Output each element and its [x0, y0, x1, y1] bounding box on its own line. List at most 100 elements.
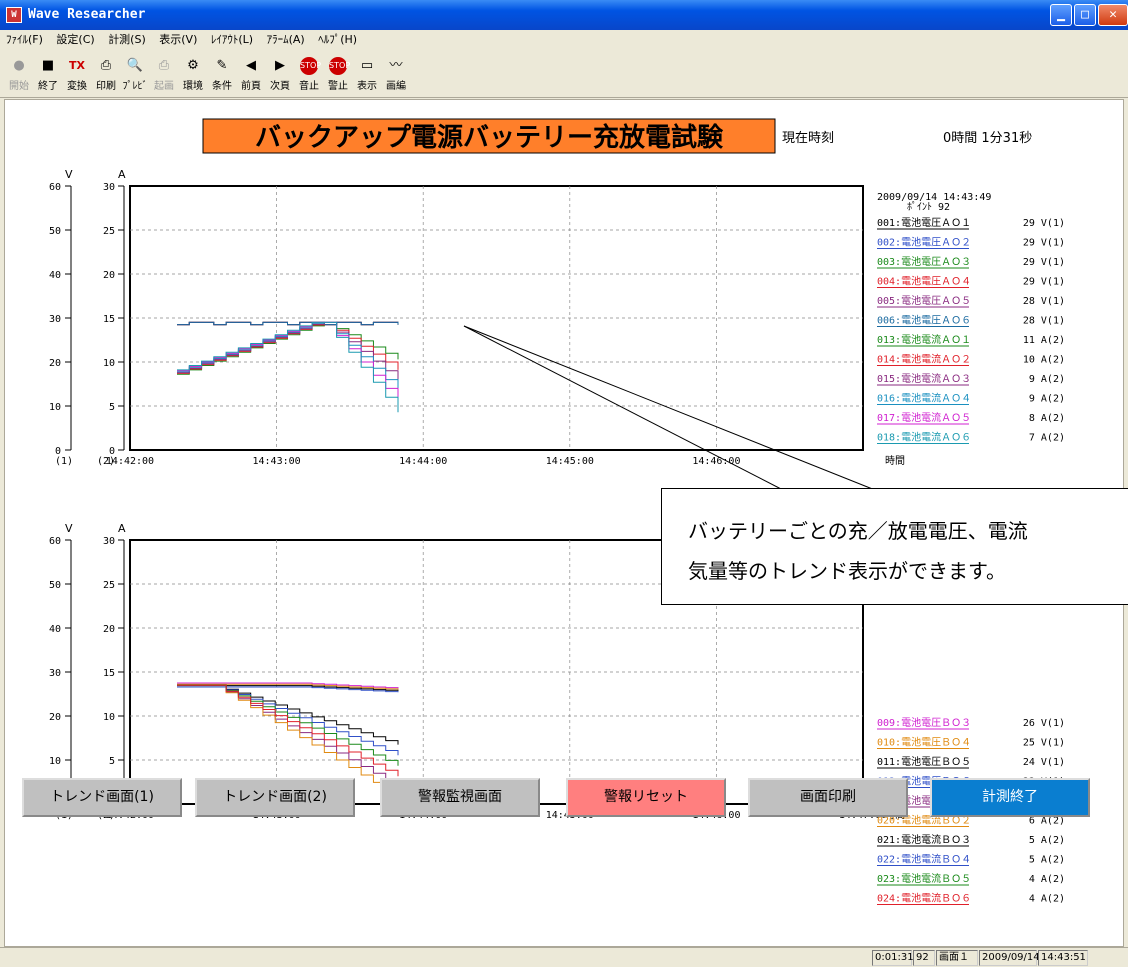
toolbar-label: 開始	[9, 81, 29, 92]
toolbar-button-screen-edit[interactable]: 〰画編	[383, 55, 409, 95]
conditions-icon: ✎	[216, 58, 228, 73]
series-trace	[177, 684, 399, 745]
minimize-button[interactable]: ▁	[1050, 4, 1072, 26]
series-trace	[177, 684, 399, 777]
toolbar-label: 変換	[67, 81, 87, 92]
y-tick-left: 40	[49, 270, 61, 281]
menu-view[interactable]: 表示(V)	[159, 33, 198, 46]
toolbar-button-prev-page[interactable]: ◀ 前頁	[238, 55, 264, 95]
legend-value: 4 A(2)	[1029, 894, 1065, 905]
y-tick-left: 20	[49, 712, 61, 723]
legend-entry: 021:電池電流ＢＯ３	[877, 833, 971, 846]
legend-value: 26 V(1)	[1023, 718, 1065, 729]
button-2[interactable]: トレンド画面(2)	[195, 778, 355, 817]
y-tick-right: 10	[103, 712, 115, 723]
legend-value: 7 A(2)	[1029, 433, 1065, 444]
y-tick-right: 0	[109, 446, 115, 457]
y-tick-right: 25	[103, 226, 115, 237]
toolbar-label: 条件	[212, 81, 232, 92]
menu-measure[interactable]: 計測(S)	[108, 33, 146, 46]
axis-id-right: (2)	[97, 456, 115, 467]
y-tick-left: 20	[49, 358, 61, 369]
legend-entry: 005:電池電圧ＡＯ５	[877, 294, 971, 307]
toolbar-label: 次頁	[270, 81, 290, 92]
legend-value: 6 A(2)	[1029, 816, 1065, 827]
menu-layout[interactable]: ﾚｲｱｳﾄ(L)	[210, 33, 254, 46]
button-6[interactable]: 計測終了	[930, 778, 1090, 817]
legend-value: 9 A(2)	[1029, 374, 1065, 385]
y-tick-right: 5	[109, 402, 115, 413]
series-trace	[177, 684, 399, 756]
y-unit-right: A	[118, 522, 126, 535]
toolbar-button-preview[interactable]: 🔍 ﾌﾟﾚﾋﾞ	[122, 55, 148, 95]
toolbar-button-stop-sound[interactable]: STOP 音止	[296, 55, 322, 95]
stop-square-icon: ■	[41, 58, 55, 73]
button-5[interactable]: 画面印刷	[748, 778, 908, 817]
toolbar-button-display[interactable]: ▭ 表示	[354, 55, 380, 95]
callout-line-2: 気量等のトレンド表示ができます。	[688, 559, 1006, 583]
menu-bar: ﾌｧｲﾙ(F) 設定(C) 計測(S) 表示(V) ﾚｲｱｳﾄ(L) ｱﾗｰﾑ(…	[0, 30, 1128, 50]
toolbar-button-conditions[interactable]: ✎ 条件	[209, 55, 235, 95]
legend-entry: 018:電池電流ＡＯ６	[877, 431, 971, 444]
menu-file[interactable]: ﾌｧｲﾙ(F)	[6, 33, 43, 46]
tx-icon: TX	[69, 59, 85, 72]
x-tick-label: 14:43:00	[253, 456, 301, 467]
legend-value: 29 V(1)	[1023, 238, 1065, 249]
stop-sound-icon: STOP	[300, 57, 321, 75]
legend-entry: 017:電池電流ＡＯ５	[877, 411, 971, 424]
toolbar-label: 画編	[386, 81, 406, 92]
stop-alarm-icon: STOP	[329, 57, 350, 75]
print-disabled-icon: ⎙	[158, 58, 170, 73]
series-trace	[177, 684, 399, 766]
legend-entry: 015:電池電流ＡＯ３	[877, 372, 971, 385]
toolbar-button-printer[interactable]: ⎙ 印刷	[93, 55, 119, 95]
axis-id-left: (1)	[55, 456, 73, 467]
button-4[interactable]: 警報リセット	[566, 778, 726, 817]
button-3[interactable]: 警報監視画面	[380, 778, 540, 817]
legend-value: 29 V(1)	[1023, 218, 1065, 229]
legend-value: 24 V(1)	[1023, 757, 1065, 768]
toolbar-button-tx[interactable]: TX 変換	[64, 55, 90, 95]
legend-entry: 009:電池電圧ＢＯ３	[877, 716, 971, 729]
legend-value: 28 V(1)	[1023, 296, 1065, 307]
legend-value: 5 A(2)	[1029, 855, 1065, 866]
toolbar-button-environment[interactable]: ⚙ 環境	[180, 55, 206, 95]
title-bar: W Wave Researcher ▁ □ ✕	[0, 0, 1128, 30]
legend-point: ﾎﾟｲﾝﾄ 92	[907, 201, 950, 213]
toolbar-button-print-disabled[interactable]: ⎙ 起画	[151, 55, 177, 95]
printer-icon: ⎙	[100, 58, 112, 73]
toolbar-button-record[interactable]: ● 開始	[6, 55, 32, 95]
y-unit-left: V	[65, 522, 73, 535]
legend-entry: 004:電池電圧ＡＯ４	[877, 275, 971, 288]
series-trace	[177, 684, 399, 787]
status-bar: 0:01:31 92 画面１ 2009/09/14 14:43:51	[0, 947, 1128, 967]
toolbar-button-next-page[interactable]: ▶ 次頁	[267, 55, 293, 95]
y-tick-right: 20	[103, 624, 115, 635]
y-tick-left: 30	[49, 314, 61, 325]
status-time: 14:43:51	[1038, 950, 1088, 966]
toolbar-button-stop-square[interactable]: ■ 終了	[35, 55, 61, 95]
close-button[interactable]: ✕	[1098, 4, 1128, 26]
legend-value: 29 V(1)	[1023, 277, 1065, 288]
y-tick-left: 50	[49, 226, 61, 237]
toolbar-label: ﾌﾟﾚﾋﾞ	[122, 81, 148, 92]
current-time-label: 現在時刻	[782, 131, 834, 146]
y-tick-left: 10	[49, 756, 61, 767]
toolbar-label: 環境	[183, 81, 203, 92]
series-trace	[177, 682, 399, 689]
legend-entry: 002:電池電圧ＡＯ２	[877, 236, 971, 249]
legend-entry: 011:電池電圧ＢＯ５	[877, 755, 971, 768]
screen-edit-icon: 〰	[389, 58, 403, 73]
toolbar-label: 起画	[154, 81, 174, 92]
legend-timestamp: 2009/09/14 14:43:49	[877, 192, 991, 203]
y-unit-right: A	[118, 168, 126, 181]
menu-alarm[interactable]: ｱﾗｰﾑ(A)	[266, 33, 305, 46]
menu-settings[interactable]: 設定(C)	[56, 33, 95, 46]
menu-help[interactable]: ﾍﾙﾌﾟ(H)	[318, 33, 358, 46]
callout-box: バッテリーごとの充／放電電圧、電流 気量等のトレンド表示ができます。	[661, 488, 1128, 605]
legend-value: 29 V(1)	[1023, 257, 1065, 268]
maximize-button[interactable]: □	[1074, 4, 1096, 26]
button-1[interactable]: トレンド画面(1)	[22, 778, 182, 817]
toolbar-button-stop-alarm[interactable]: STOP 警止	[325, 55, 351, 95]
series-trace	[177, 683, 399, 690]
